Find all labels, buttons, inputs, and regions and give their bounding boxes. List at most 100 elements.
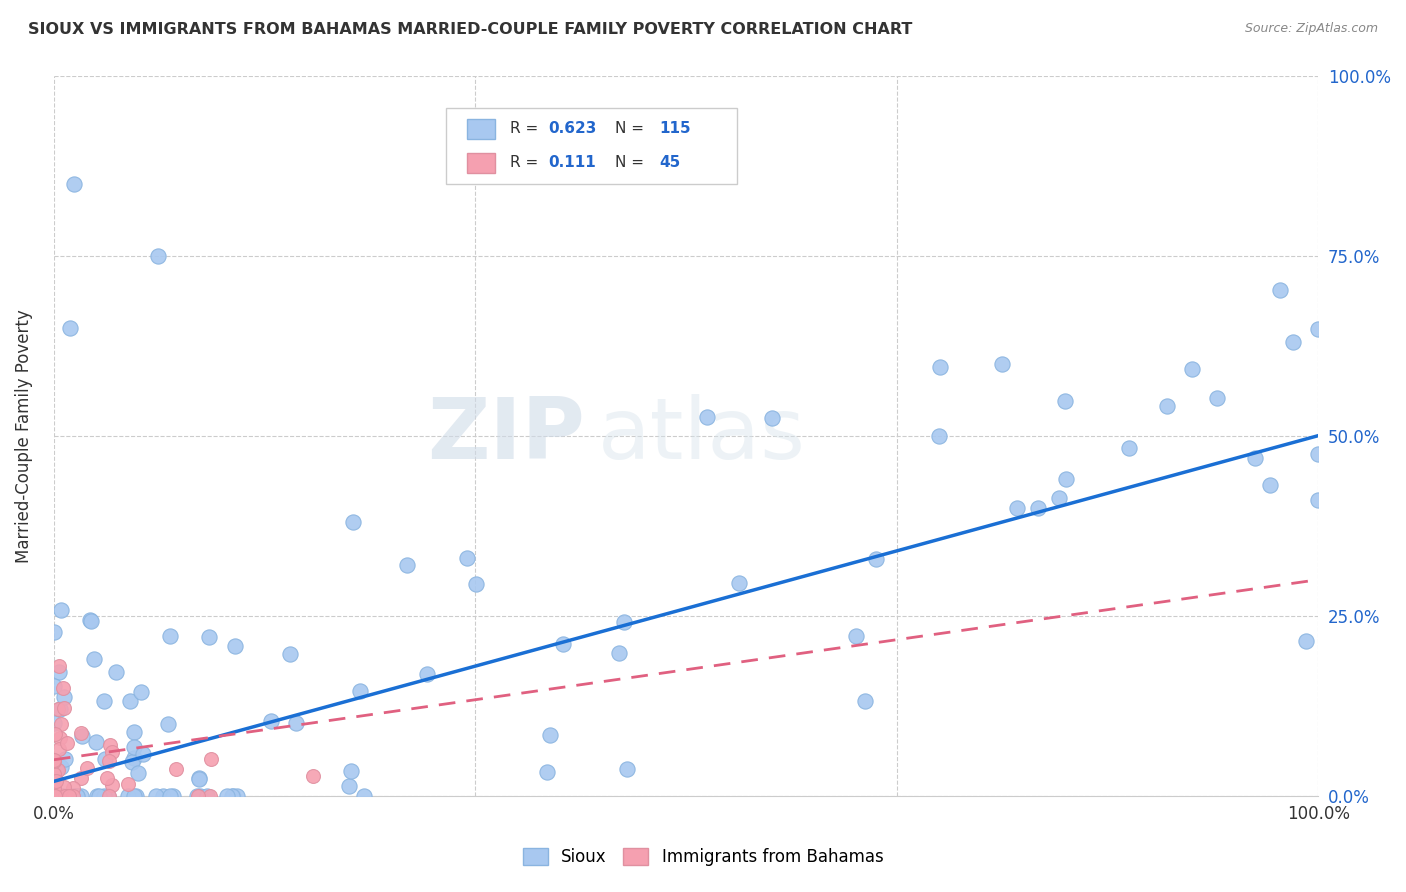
Point [79,613,101,627]
Point [1047,491,1070,505]
Point [217,789,239,803]
Point [49,789,72,803]
Point [1206,391,1229,405]
Point [51,789,73,803]
Point [97,789,120,803]
Point [55,789,77,803]
Point [186,789,208,803]
Point [53,690,76,704]
Point [86,789,108,803]
Point [94,752,117,766]
Point [696,409,718,424]
Point [197,630,219,644]
Point [48,789,70,803]
Point [302,769,325,783]
Point [616,762,638,776]
Point [55,736,77,750]
Text: 0.111: 0.111 [548,155,596,170]
Point [44,789,66,803]
Point [1156,399,1178,413]
Text: R =: R = [510,121,544,136]
Point [45,789,67,803]
Point [69,789,91,803]
Text: N =: N = [616,121,650,136]
Point [1118,441,1140,455]
Point [353,789,375,803]
Point [127,765,149,780]
Point [416,667,439,681]
Point [51,716,73,731]
Point [59,320,82,334]
Point [60,789,83,803]
Point [928,429,950,443]
Point [260,714,283,728]
Point [1308,447,1330,461]
Point [278,647,301,661]
Point [156,717,179,731]
Point [117,777,139,791]
FancyBboxPatch shape [467,153,495,173]
Point [188,771,211,785]
Y-axis label: Married-Couple Family Poverty: Married-Couple Family Poverty [15,309,32,563]
Point [396,558,419,573]
Point [853,693,876,707]
Point [48,659,70,673]
Point [221,789,243,803]
Point [1026,501,1049,516]
Point [1308,322,1330,336]
Point [195,789,218,803]
Point [131,685,153,699]
Text: ZIP: ZIP [427,394,585,477]
Point [456,550,478,565]
Point [607,646,630,660]
Legend: Sioux, Immigrants from Bahamas: Sioux, Immigrants from Bahamas [515,840,891,875]
Point [1308,493,1330,508]
Point [56,789,79,803]
Point [70,729,93,743]
Point [42,789,65,803]
Point [120,694,142,708]
Point [342,516,364,530]
Point [337,779,360,793]
Text: 0.623: 0.623 [548,121,596,136]
Point [42,753,65,767]
Point [70,771,93,785]
Point [865,552,887,566]
Point [1054,472,1077,486]
Point [46,702,69,716]
Point [929,360,952,375]
Point [42,768,65,782]
Point [165,763,187,777]
Point [42,624,65,639]
Point [105,665,128,680]
Point [55,789,77,803]
Point [145,789,167,803]
Text: 115: 115 [659,121,692,136]
Point [132,747,155,761]
Text: Source: ZipAtlas.com: Source: ZipAtlas.com [1244,22,1378,36]
Point [45,774,67,789]
Point [56,789,79,803]
Point [70,725,93,739]
Point [97,754,120,768]
Point [63,789,86,803]
FancyBboxPatch shape [446,108,737,184]
Point [44,726,66,740]
Point [162,789,184,803]
Point [159,789,181,803]
Point [98,738,121,752]
Point [42,789,65,803]
Point [98,789,121,803]
Text: atlas: atlas [598,394,806,477]
Point [125,789,148,803]
Point [188,789,211,803]
Point [49,731,72,746]
Point [159,629,181,643]
Point [349,684,371,698]
Point [117,789,139,803]
Point [1270,283,1292,297]
Point [536,765,558,780]
Point [42,789,65,803]
Point [42,767,65,781]
Point [222,789,245,803]
